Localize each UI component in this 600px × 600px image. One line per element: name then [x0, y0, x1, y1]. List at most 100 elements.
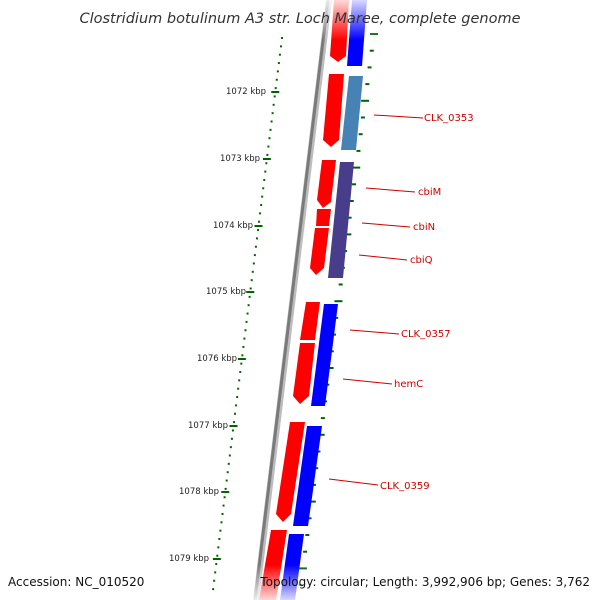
- genome-stats: Topology: circular; Length: 3,992,906 bp…: [259, 575, 590, 589]
- minor-tick: [246, 312, 249, 315]
- minor-tick: [275, 78, 278, 81]
- gene-arrow-forward[interactable]: [293, 343, 315, 404]
- minor-tick: [215, 563, 218, 566]
- gene-arrow-forward[interactable]: [300, 302, 320, 340]
- gene-arrow-reverse[interactable]: [328, 162, 354, 278]
- tick-label: 1077 kbp: [188, 421, 228, 431]
- tick-label: 1076 kbp: [197, 354, 237, 364]
- minor-tick: [238, 379, 241, 382]
- minor-tick: [232, 421, 235, 424]
- minor-tick: [273, 95, 276, 98]
- minor-tick: [244, 329, 247, 332]
- minor-tick: [242, 345, 245, 348]
- minor-tick: [251, 270, 254, 273]
- minor-tick: [224, 487, 227, 490]
- minor-tick: [241, 354, 244, 357]
- minor-tick: [260, 204, 263, 206]
- minor-tick: [272, 103, 275, 106]
- minor-tick: [230, 437, 233, 440]
- minor-tick: [227, 462, 230, 465]
- gene-arrow-reverse[interactable]: [341, 76, 363, 150]
- tick-label: 1074 kbp: [213, 221, 253, 231]
- minor-tick: [259, 212, 262, 215]
- minor-tick: [262, 187, 265, 190]
- minor-tick: [249, 287, 252, 290]
- minor-tick: [218, 538, 221, 540]
- gene-label[interactable]: CLK_0359: [380, 481, 430, 492]
- minor-tick: [225, 479, 228, 482]
- minor-tick: [266, 153, 269, 156]
- minor-tick: [247, 304, 250, 307]
- minor-tick: [256, 229, 259, 232]
- gene-label[interactable]: CLK_0353: [424, 113, 474, 124]
- gene-label[interactable]: hemC: [394, 379, 423, 390]
- minor-tick: [223, 496, 226, 499]
- gene-arrow-forward[interactable]: [316, 209, 331, 226]
- minor-tick: [271, 112, 274, 115]
- backbone: [253, 0, 332, 600]
- minor-tick: [240, 362, 243, 365]
- minor-tick: [278, 53, 281, 56]
- minor-tick: [214, 571, 217, 574]
- minor-tick: [226, 471, 229, 474]
- gene-arrow-forward[interactable]: [317, 160, 336, 208]
- minor-tick: [267, 145, 270, 148]
- minor-tick: [258, 220, 261, 223]
- tick-label: 1073 kbp: [220, 154, 260, 164]
- minor-tick: [212, 588, 215, 591]
- minor-tick: [270, 120, 273, 123]
- minor-tick: [239, 371, 242, 373]
- minor-tick: [235, 404, 238, 407]
- minor-tick: [265, 162, 268, 165]
- tick-label: 1075 kbp: [206, 287, 246, 297]
- gene-label[interactable]: cbiM: [418, 187, 441, 198]
- minor-tick: [263, 178, 266, 181]
- tick-label: 1079 kbp: [169, 554, 209, 564]
- accession-label: Accession: NC_010520: [8, 575, 144, 589]
- minor-tick: [217, 546, 220, 549]
- gene-arrow-forward[interactable]: [323, 74, 344, 147]
- minor-tick: [264, 170, 267, 173]
- minor-tick: [274, 87, 277, 90]
- minor-tick: [268, 137, 271, 140]
- minor-tick: [269, 128, 272, 131]
- gene-leader-lines: [328, 114, 424, 486]
- minor-tick: [213, 579, 216, 582]
- minor-tick: [250, 279, 253, 282]
- gene-arrow-forward[interactable]: [310, 228, 329, 275]
- tick-labels: 1072 kbp 1073 kbp 1074 kbp 1075 kbp 1076…: [169, 87, 266, 564]
- minor-tick: [237, 387, 240, 390]
- gene-arrow-reverse[interactable]: [293, 426, 322, 526]
- minor-tick: [222, 504, 225, 507]
- minor-tick: [245, 320, 248, 323]
- minor-tick: [221, 512, 224, 515]
- minor-tick: [279, 45, 282, 48]
- minor-tick: [261, 195, 264, 198]
- minor-tick: [219, 529, 222, 532]
- gene-track: [240, 0, 400, 600]
- minor-tick: [231, 429, 234, 432]
- gene-label[interactable]: cbiQ: [410, 255, 433, 266]
- minor-tick: [234, 412, 237, 415]
- minor-tick: [243, 337, 246, 340]
- minor-tick: [248, 295, 251, 298]
- minor-tick: [220, 521, 223, 524]
- gene-label[interactable]: cbiN: [413, 222, 435, 233]
- minor-tick: [228, 454, 231, 457]
- gene-arrow-reverse[interactable]: [311, 304, 338, 406]
- minor-tick: [216, 554, 219, 557]
- minor-tick: [277, 62, 280, 65]
- tick-label: 1072 kbp: [226, 87, 266, 97]
- gene-label[interactable]: CLK_0357: [401, 329, 451, 340]
- minor-tick: [253, 254, 256, 257]
- tick-label: 1078 kbp: [179, 487, 219, 497]
- gene-arrow-forward[interactable]: [276, 422, 305, 522]
- gene-labels: CLK_0353 cbiM cbiN cbiQ CLK_0357 hemC CL…: [380, 113, 474, 492]
- minor-tick: [229, 446, 232, 449]
- inner-tick-ring: [212, 37, 283, 591]
- minor-tick: [255, 237, 258, 240]
- minor-tick: [236, 396, 239, 399]
- minor-tick: [254, 245, 257, 248]
- minor-tick: [276, 70, 279, 73]
